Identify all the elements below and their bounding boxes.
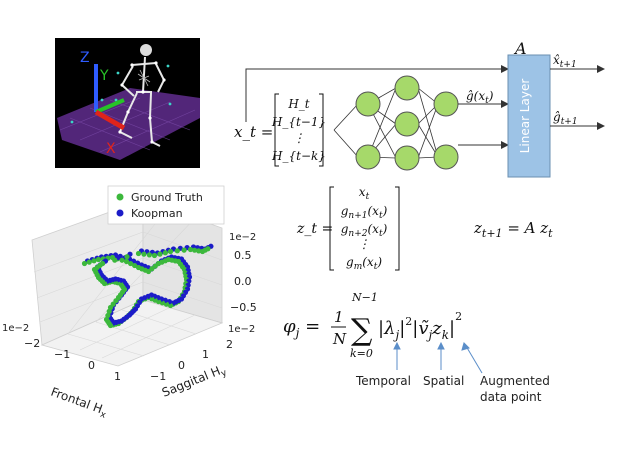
y-exp-label: 1e−2 [228, 324, 255, 335]
svg-text:|λj|2|ṽjzk|2: |λj|2|ṽjzk|2 [378, 310, 462, 342]
temporal-label: Temporal [355, 374, 411, 388]
ground-truth-point [81, 260, 88, 267]
ground-truth-point [157, 251, 163, 257]
nn-node [394, 145, 420, 171]
x-exp-label: 1e−2 [2, 323, 29, 334]
svg-text:N−1: N−1 [351, 291, 378, 304]
xt-entry-1: H_{t−1} [271, 115, 326, 129]
ghat-input-label: ĝ(xt) [466, 89, 494, 106]
zt-entry-1: gn+1(xt) [341, 204, 388, 221]
nn-node [394, 75, 420, 101]
xt-entry-2: ⋮ [293, 131, 305, 145]
y-axis-label: Saggital Hy [160, 361, 229, 402]
ground-truth-point [205, 246, 211, 252]
ground-truth-point [105, 312, 111, 319]
ground-truth-point [95, 256, 102, 263]
ground-truth-point [91, 258, 97, 264]
nn-node [433, 91, 459, 117]
ground-truth-point [135, 250, 142, 257]
ground-truth-point [132, 262, 138, 269]
axis-x-label: X [106, 141, 116, 157]
x-axis-label: Frontal Hx [48, 385, 110, 421]
ground-truth-point [174, 248, 180, 254]
y-tick: 0 [178, 359, 185, 372]
ground-truth-point [112, 257, 118, 263]
z-tick: 0.0 [234, 275, 252, 288]
axis-y-label: Y [99, 68, 109, 84]
skeleton-panel: Z Y X [55, 38, 200, 168]
floor-plane [57, 88, 200, 160]
y-tick: 2 [226, 338, 233, 351]
legend-box [107, 185, 225, 225]
svg-text:N: N [332, 330, 347, 348]
zt1-equation: zt+1 = A zt [473, 219, 553, 240]
x-tick: 1 [114, 370, 121, 383]
y-tick: −1 [150, 370, 166, 383]
output-xhat-label: x̂t+1 [553, 53, 577, 70]
spatial-label: Spatial [423, 374, 464, 388]
svg-text:∑: ∑ [351, 313, 373, 348]
legend-koopman: Koopman [131, 207, 183, 220]
zt-equation: z_t = xt gn+1(xt) gn+2(xt) ⋮ gm(xt) zt+1… [296, 185, 553, 272]
svg-text:k=0: k=0 [350, 347, 373, 360]
network-diagram: x_t = H_t H_{t−1} ⋮ H_{t−k} [234, 39, 605, 178]
phi-equation: φj = 1 N ∑ N−1 k=0 |λj|2|ṽjzk|2 Temporal… [283, 291, 550, 404]
ground-truth-point [141, 251, 147, 257]
zt-entry-3: ⋮ [358, 237, 370, 251]
linear-layer-box [507, 54, 551, 178]
legend-ground-truth: Ground Truth [131, 191, 203, 204]
ground-truth-point [151, 252, 158, 259]
legend-marker-koopman [116, 209, 124, 217]
xt-entry-3: H_{t−k} [271, 149, 326, 163]
ground-truth-point [119, 257, 125, 263]
ground-truth-point [124, 254, 130, 260]
z-tick: −0.5 [230, 301, 257, 314]
augmented-label-2: data point [480, 390, 542, 404]
zt-entry-4: gm(xt) [346, 255, 382, 272]
nn-node [433, 144, 459, 170]
data-points [81, 243, 214, 329]
legend-marker-ground-truth [116, 193, 124, 201]
ground-truth-point [181, 247, 187, 253]
ground-truth-point [196, 248, 202, 254]
ground-truth-point [191, 247, 198, 253]
y-tick: 1 [202, 348, 209, 361]
ground-truth-point [86, 259, 92, 265]
x-tick: −2 [24, 337, 40, 350]
x-tick: −1 [54, 348, 70, 361]
linear-layer-label: Linear Layer [518, 79, 532, 154]
ground-truth-point [162, 250, 168, 256]
output-ghat-label: ĝt+1 [553, 110, 578, 127]
nn-node [355, 144, 381, 170]
svg-text:1: 1 [334, 308, 344, 326]
ground-truth-point [167, 248, 174, 255]
svg-text:φj =: φj = [283, 316, 320, 340]
zt-entry-0: xt [359, 185, 370, 202]
x-tick: 0 [88, 359, 95, 372]
xt-lhs: x_t = [234, 123, 273, 141]
axis-z-label: Z [80, 50, 90, 66]
ground-truth-point [123, 258, 130, 265]
xt-entry-0: H_t [287, 97, 309, 111]
augmented-label-1: Augmented [480, 374, 550, 388]
zt-lhs: z_t = [296, 221, 333, 237]
plot-3d: Ground Truth Koopman 1e−2 0.5 0.0 −0.5 1… [2, 185, 257, 421]
z-tick: 0.5 [234, 249, 252, 262]
y-axis [95, 98, 125, 114]
x-axis [94, 109, 126, 131]
matrix-a-label: A [513, 39, 527, 58]
ground-truth-point [146, 252, 152, 258]
ground-truth-point [103, 316, 110, 323]
ground-truth-point [99, 260, 106, 267]
nn-node [355, 91, 381, 117]
nn-node [394, 111, 420, 137]
ground-truth-point [187, 246, 194, 253]
z-exp-label: 1e−2 [229, 232, 256, 243]
ground-truth-point [127, 260, 134, 267]
